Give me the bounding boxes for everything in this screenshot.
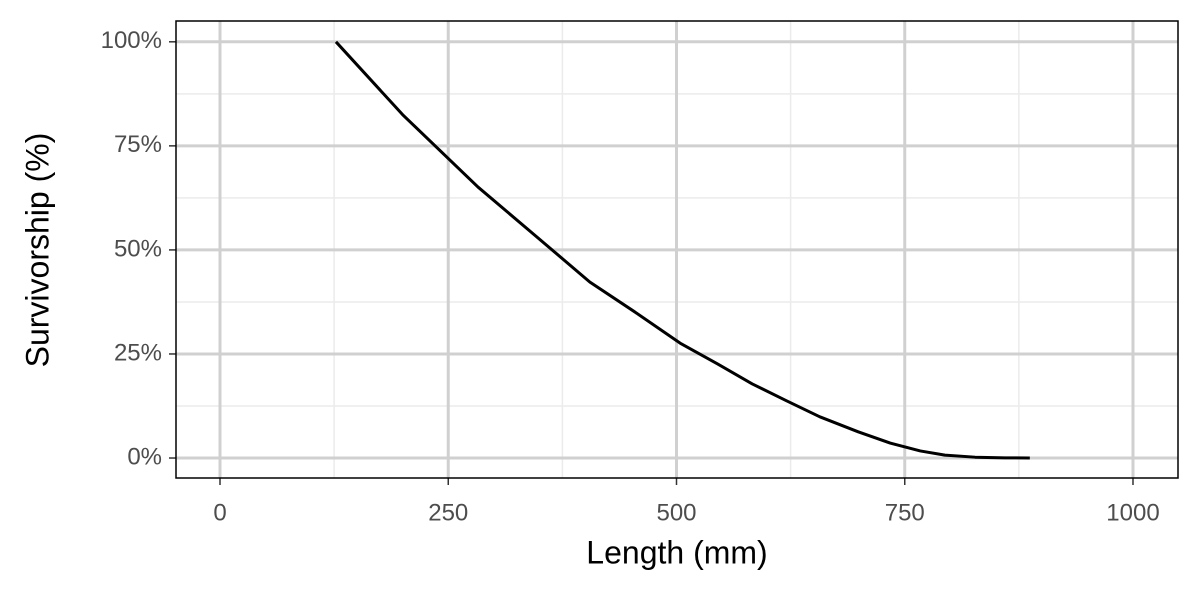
x-tick-label: 750 (885, 499, 925, 526)
line (334, 40, 1030, 460)
y-tick-label: 100% (101, 27, 162, 54)
y-axis-title: Survivorship (%) (19, 133, 55, 368)
x-tick-label: 0 (213, 499, 226, 526)
y-tick-label: 75% (114, 131, 162, 158)
plot-border (175, 20, 1179, 479)
y-tick-label: 0% (127, 443, 162, 470)
x-tick-label: 500 (656, 499, 696, 526)
x-tick-label: 250 (428, 499, 468, 526)
x-tick-label: 1000 (1106, 499, 1159, 526)
y-tick-label: 25% (114, 339, 162, 366)
x-axis-title: Length (mm) (586, 534, 767, 570)
y-tick-label: 50% (114, 235, 162, 262)
